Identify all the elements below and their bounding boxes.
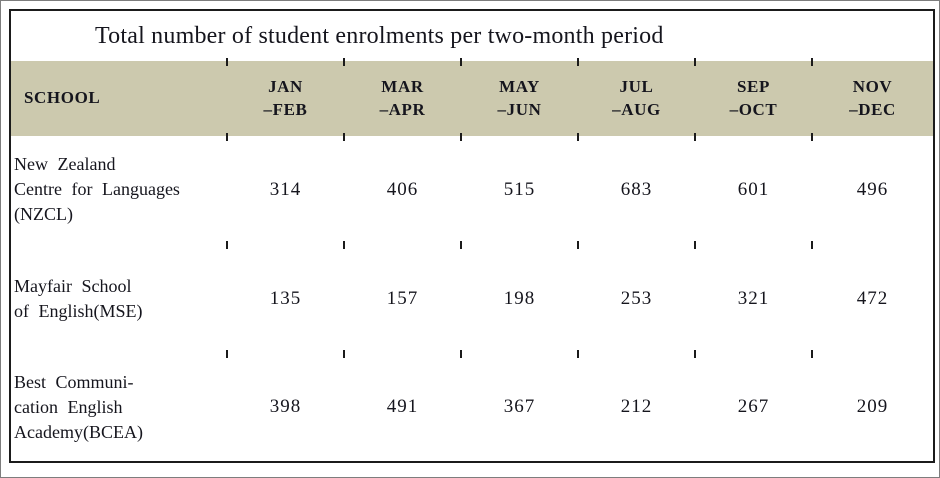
value-cell: 491 bbox=[386, 396, 419, 418]
period-line-2: –DEC bbox=[849, 100, 896, 120]
value-cell: 314 bbox=[269, 178, 302, 200]
value-cell: 212 bbox=[620, 396, 653, 418]
value-cell: 198 bbox=[503, 287, 536, 309]
table-title-row: Total number of student enrolments per t… bbox=[10, 10, 935, 62]
period-line-1: JUL bbox=[619, 77, 654, 97]
header-cell-mar-apr: MAR –APR bbox=[344, 61, 461, 136]
header-cell-jan-feb: JAN –FEB bbox=[227, 61, 344, 136]
header-cell-school: SCHOOL bbox=[10, 61, 227, 136]
table-row-mse: Mayfair School of English(MSE) 135 157 1… bbox=[10, 244, 934, 353]
header-cell-may-jun: MAY –JUN bbox=[461, 61, 578, 136]
school-name-line: New Zealand bbox=[14, 154, 116, 175]
enrolment-table: Total number of student enrolments per t… bbox=[9, 9, 936, 463]
period-line-2: –FEB bbox=[263, 100, 308, 120]
period-line-1: MAR bbox=[381, 77, 424, 97]
table-header-row: SCHOOL JAN –FEB MAR –APR MAY –JUN JUL –A… bbox=[10, 61, 935, 136]
value-cell: 398 bbox=[269, 396, 302, 418]
value-cell: 472 bbox=[856, 287, 889, 309]
school-name-line: Mayfair School bbox=[14, 275, 132, 296]
value-cell: 367 bbox=[503, 396, 536, 418]
period-line-2: –JUN bbox=[497, 100, 542, 120]
school-name-line: Best Communi- bbox=[14, 371, 134, 392]
school-name-line: (NZCL) bbox=[14, 204, 73, 225]
school-name-line: cation English bbox=[14, 396, 123, 417]
value-cell: 267 bbox=[737, 396, 770, 418]
value-cell: 683 bbox=[620, 178, 653, 200]
table-row-nzcl: New Zealand Centre for Languages (NZCL) … bbox=[10, 136, 934, 244]
value-cell: 321 bbox=[737, 287, 770, 309]
period-line-1: JAN bbox=[268, 77, 303, 97]
school-name-line: Academy(BCEA) bbox=[14, 421, 143, 442]
school-name-cell: Best Communi- cation English Academy(BCE… bbox=[10, 354, 227, 462]
value-cell: 157 bbox=[386, 287, 419, 309]
period-line-1: NOV bbox=[852, 77, 893, 97]
value-cell: 209 bbox=[856, 396, 889, 418]
school-name-cell: New Zealand Centre for Languages (NZCL) bbox=[10, 136, 227, 244]
header-cell-nov-dec: NOV –DEC bbox=[812, 61, 935, 136]
period-line-1: MAY bbox=[499, 77, 540, 97]
period-line-2: –APR bbox=[379, 100, 426, 120]
school-name-line: Centre for Languages bbox=[14, 179, 180, 200]
school-name-line: of English(MSE) bbox=[14, 300, 143, 321]
school-name-cell: Mayfair School of English(MSE) bbox=[10, 244, 227, 353]
table-title: Total number of student enrolments per t… bbox=[10, 10, 935, 62]
period-line-1: SEP bbox=[737, 77, 770, 97]
period-line-2: –OCT bbox=[729, 100, 778, 120]
value-cell: 601 bbox=[737, 178, 770, 200]
enrolment-table-grid: Total number of student enrolments per t… bbox=[9, 9, 936, 463]
value-cell: 406 bbox=[386, 178, 419, 200]
value-cell: 496 bbox=[856, 178, 889, 200]
period-line-2: –AUG bbox=[612, 100, 661, 120]
value-cell: 135 bbox=[269, 287, 302, 309]
value-cell: 253 bbox=[620, 287, 653, 309]
value-cell: 515 bbox=[503, 178, 536, 200]
header-cell-sep-oct: SEP –OCT bbox=[695, 61, 812, 136]
header-cell-jul-aug: JUL –AUG bbox=[578, 61, 695, 136]
table-row-bcea: Best Communi- cation English Academy(BCE… bbox=[10, 354, 934, 462]
